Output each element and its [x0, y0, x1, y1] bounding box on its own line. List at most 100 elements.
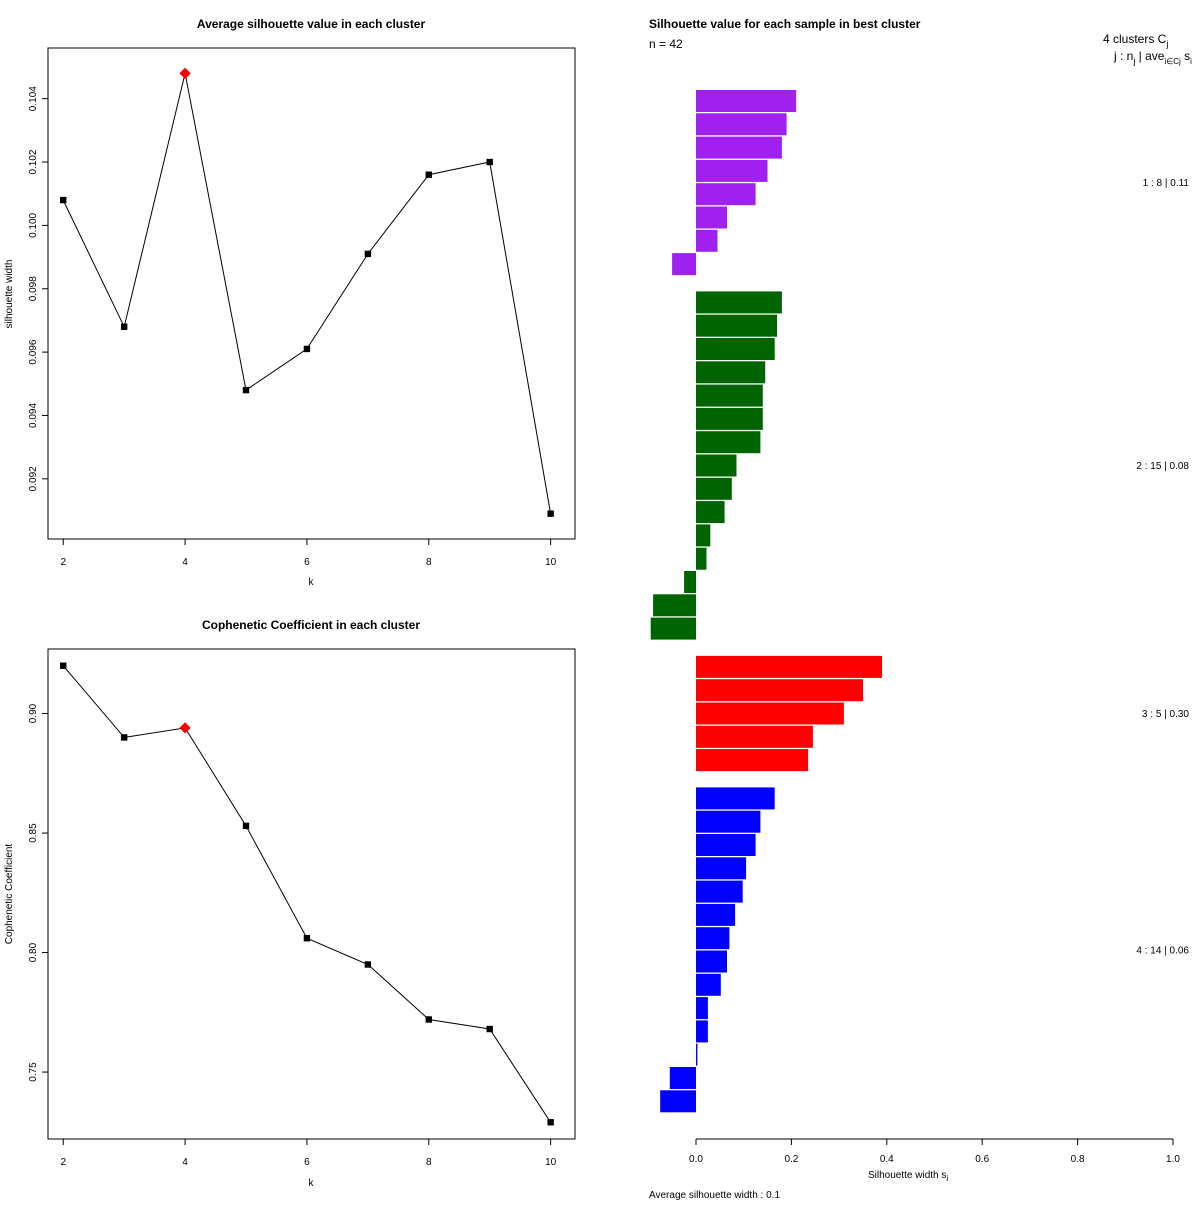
legend-subheader-sub2: i∈Cj — [1164, 57, 1181, 66]
silhouette-bar — [696, 997, 708, 1020]
x-tick-label: 8 — [426, 557, 432, 568]
y-tick-label: 0.094 — [28, 403, 39, 428]
series-path — [62, 665, 552, 1123]
x-tick-label: 6 — [304, 1157, 310, 1168]
cluster-label: 3 : 5 | 0.30 — [1142, 709, 1190, 720]
y-tick-label: 0.092 — [28, 466, 39, 491]
silhouette-bar — [696, 725, 813, 748]
silhouette-bar — [696, 477, 732, 500]
silhouette-line-chart: Average silhouette value in each cluster… — [4, 17, 576, 588]
x-tick-label: 1.0 — [1166, 1154, 1180, 1165]
plot-frame — [47, 648, 576, 1140]
x-tick-label: 0.8 — [1071, 1154, 1085, 1165]
silhouette-bar — [696, 1043, 698, 1066]
x-tick-label: 0.2 — [784, 1154, 798, 1165]
silhouette-bar — [696, 524, 711, 547]
silhouette-bar — [696, 361, 766, 384]
legend-header-sub: j — [1165, 39, 1168, 49]
average-silhouette-footer: Average silhouette width : 0.1 — [649, 1190, 780, 1200]
silhouette-bar — [696, 702, 844, 725]
x-tick-label: 0.0 — [689, 1154, 703, 1165]
y-tick-label: 0.104 — [28, 86, 39, 111]
series-line — [60, 662, 554, 1126]
x-axis-label-sub: i — [946, 1174, 948, 1183]
y-tick-label: 0.85 — [28, 823, 39, 843]
cluster-labels: 1 : 8 | 0.11 2 : 15 | 0.08 3 : 5 | 0.30 4 :… — [1136, 178, 1189, 956]
x-tick-label: 0.4 — [880, 1154, 894, 1165]
data-point — [425, 1016, 432, 1023]
y-axis-ticks: 0.75 0.80 0.85 0.90 — [28, 703, 48, 1082]
silhouette-bar — [696, 950, 727, 973]
silhouette-bar — [696, 810, 761, 833]
x-axis-label-text: Silhouette width s — [868, 1170, 946, 1181]
silhouette-bar — [696, 159, 768, 182]
silhouette-bar — [696, 547, 707, 570]
data-point — [242, 386, 250, 394]
silhouette-bar — [696, 90, 797, 112]
silhouette-bar — [672, 253, 696, 276]
legend-header: 4 clusters Cj — [1103, 32, 1168, 49]
silhouette-bar — [650, 617, 696, 640]
best-k-point — [179, 722, 191, 734]
silhouette-bar — [669, 1067, 696, 1089]
x-axis-ticks: 2 4 6 8 10 — [60, 1139, 557, 1168]
x-tick-label: 6 — [304, 557, 310, 568]
data-point — [120, 734, 128, 741]
data-point — [364, 961, 372, 968]
data-point — [486, 1025, 493, 1033]
silhouette-bar — [696, 927, 730, 950]
silhouette-bar — [660, 1090, 696, 1113]
silhouette-bar — [696, 183, 756, 206]
silhouette-bar — [696, 1020, 708, 1043]
silhouette-bar — [696, 501, 725, 524]
silhouette-bar — [696, 454, 737, 477]
data-point — [120, 323, 128, 330]
data-point — [60, 662, 67, 669]
data-point — [364, 250, 372, 258]
data-point — [486, 158, 493, 166]
series-line — [60, 67, 554, 517]
silhouette-bar — [696, 749, 809, 772]
x-tick-label: 2 — [60, 557, 66, 568]
silhouette-bar — [696, 903, 736, 926]
y-tick-label: 0.100 — [28, 212, 39, 237]
silhouette-bar — [696, 113, 787, 136]
cophenetic-line-chart: Cophenetic Coefficient in each cluster k… — [4, 618, 576, 1189]
silhouette-bar — [696, 431, 761, 454]
x-axis-ticks: 0.0 0.2 0.4 0.6 0.8 1.0 — [689, 1139, 1180, 1165]
silhouette-bar — [696, 679, 863, 702]
silhouette-bar — [696, 787, 775, 810]
x-tick-label: 2 — [60, 1157, 66, 1168]
chart-title: Cophenetic Coefficient in each cluster — [202, 618, 420, 632]
x-tick-label: 4 — [182, 1157, 188, 1168]
silhouette-bars — [650, 90, 882, 1113]
x-tick-label: 10 — [545, 1157, 557, 1168]
x-tick-label: 8 — [426, 1157, 432, 1168]
best-k-point — [179, 67, 191, 79]
data-point — [242, 822, 250, 830]
cluster-label: 2 : 15 | 0.08 — [1136, 461, 1189, 472]
legend-subheader-text: j : n — [1113, 49, 1133, 63]
silhouette-bar — [696, 314, 778, 337]
chart-title: Silhouette value for each sample in best… — [649, 17, 921, 31]
silhouette-bar — [696, 384, 763, 407]
legend-subheader-sub: j — [1132, 56, 1135, 66]
legend-subheader-tail: s — [1181, 49, 1190, 63]
data-point — [425, 171, 432, 178]
cluster-label: 4 : 14 | 0.06 — [1136, 946, 1189, 957]
y-tick-label: 0.102 — [28, 149, 39, 174]
data-point — [547, 1119, 554, 1126]
data-point — [303, 345, 311, 353]
cluster-label: 1 : 8 | 0.11 — [1143, 178, 1190, 189]
silhouette-bar — [696, 291, 782, 314]
y-axis-label: silhouette width — [4, 260, 15, 329]
data-point — [303, 935, 311, 942]
legend-header-text: 4 clusters C — [1103, 32, 1167, 46]
silhouette-bar — [696, 407, 763, 430]
y-tick-label: 0.098 — [28, 276, 39, 301]
x-tick-label: 10 — [545, 557, 557, 568]
x-axis-label: k — [309, 577, 315, 588]
silhouette-bar — [696, 229, 718, 252]
